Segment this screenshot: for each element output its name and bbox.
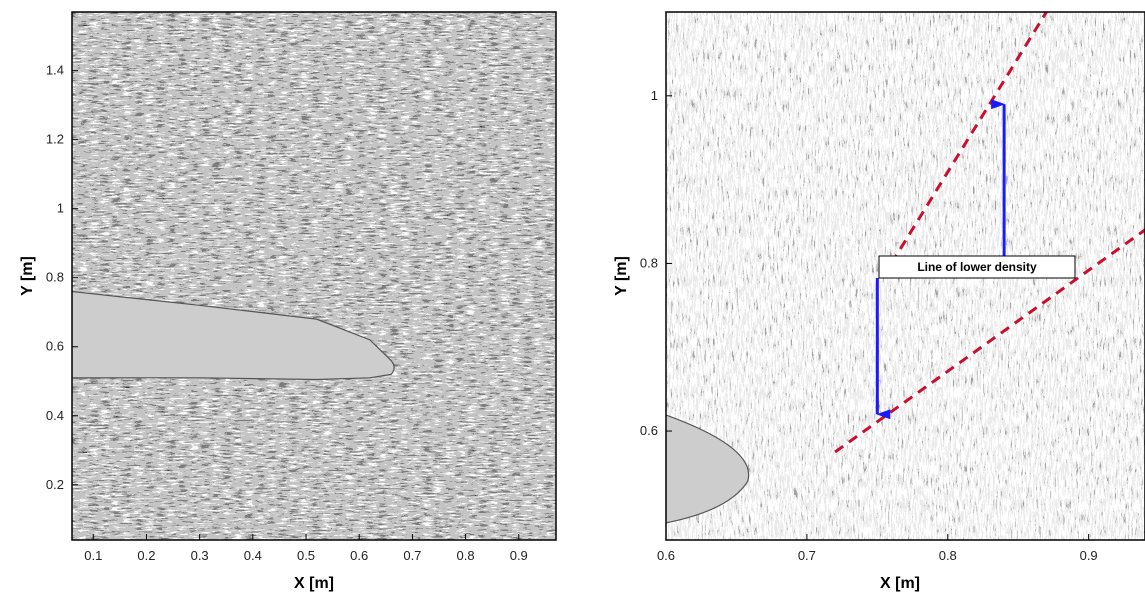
right-ytick-label: 1 <box>651 88 658 103</box>
left-ytick-label: 0.4 <box>46 408 64 423</box>
annotation-box <box>878 255 1076 279</box>
left-xtick-label: 0.6 <box>350 548 368 563</box>
left-ytick-label: 0.2 <box>46 477 64 492</box>
left-y-axis-label: Y [m] <box>19 256 36 296</box>
left-vector-field <box>72 12 556 540</box>
annotation-text: Line of lower density <box>917 260 1037 274</box>
right-y-axis-label: Y [m] <box>613 256 630 296</box>
right-body-shape <box>666 414 750 524</box>
left-xtick-label: 0.5 <box>297 548 315 563</box>
left-xtick-label: 0.8 <box>457 548 475 563</box>
left-body-shape <box>72 290 395 381</box>
right-xtick-label: 0.9 <box>1080 548 1098 563</box>
left-ytick-label: 0.8 <box>46 270 64 285</box>
left-ytick-label: 0.6 <box>46 339 64 354</box>
left-xtick-label: 0.1 <box>84 548 102 563</box>
right-xtick-label: 0.7 <box>798 548 816 563</box>
left-xtick-label: 0.7 <box>403 548 421 563</box>
right-ytick-label: 0.8 <box>640 255 658 270</box>
left-xtick-label: 0.2 <box>137 548 155 563</box>
right-xtick-label: 0.8 <box>939 548 957 563</box>
left-ytick-label: 1 <box>57 201 64 216</box>
left-xtick-label: 0.3 <box>191 548 209 563</box>
left-xtick-label: 0.9 <box>510 548 528 563</box>
left-ytick-label: 1.4 <box>46 63 64 78</box>
left-x-axis-label: X [m] <box>294 575 334 592</box>
left-ytick-label: 1.2 <box>46 132 64 147</box>
right-ytick-label: 0.6 <box>640 423 658 438</box>
right-xtick-label: 0.6 <box>657 548 675 563</box>
right-panel: 0.6 0.7 0.8 0.9 0.6 0.8 1 Line of lower densi… <box>613 11 1145 592</box>
left-xtick-label: 0.4 <box>244 548 262 563</box>
left-panel: 0.1 0.2 0.3 0.4 0.5 0.6 0.7 0.8 0.9 0.2 0.4 0.6 0.8… <box>19 11 557 592</box>
left-plot-frame <box>71 11 557 541</box>
lower-density-line <box>890 12 1048 265</box>
right-plot-frame <box>665 11 1145 541</box>
lower-density-line <box>834 228 1145 454</box>
right-x-axis-label: X [m] <box>880 575 920 592</box>
